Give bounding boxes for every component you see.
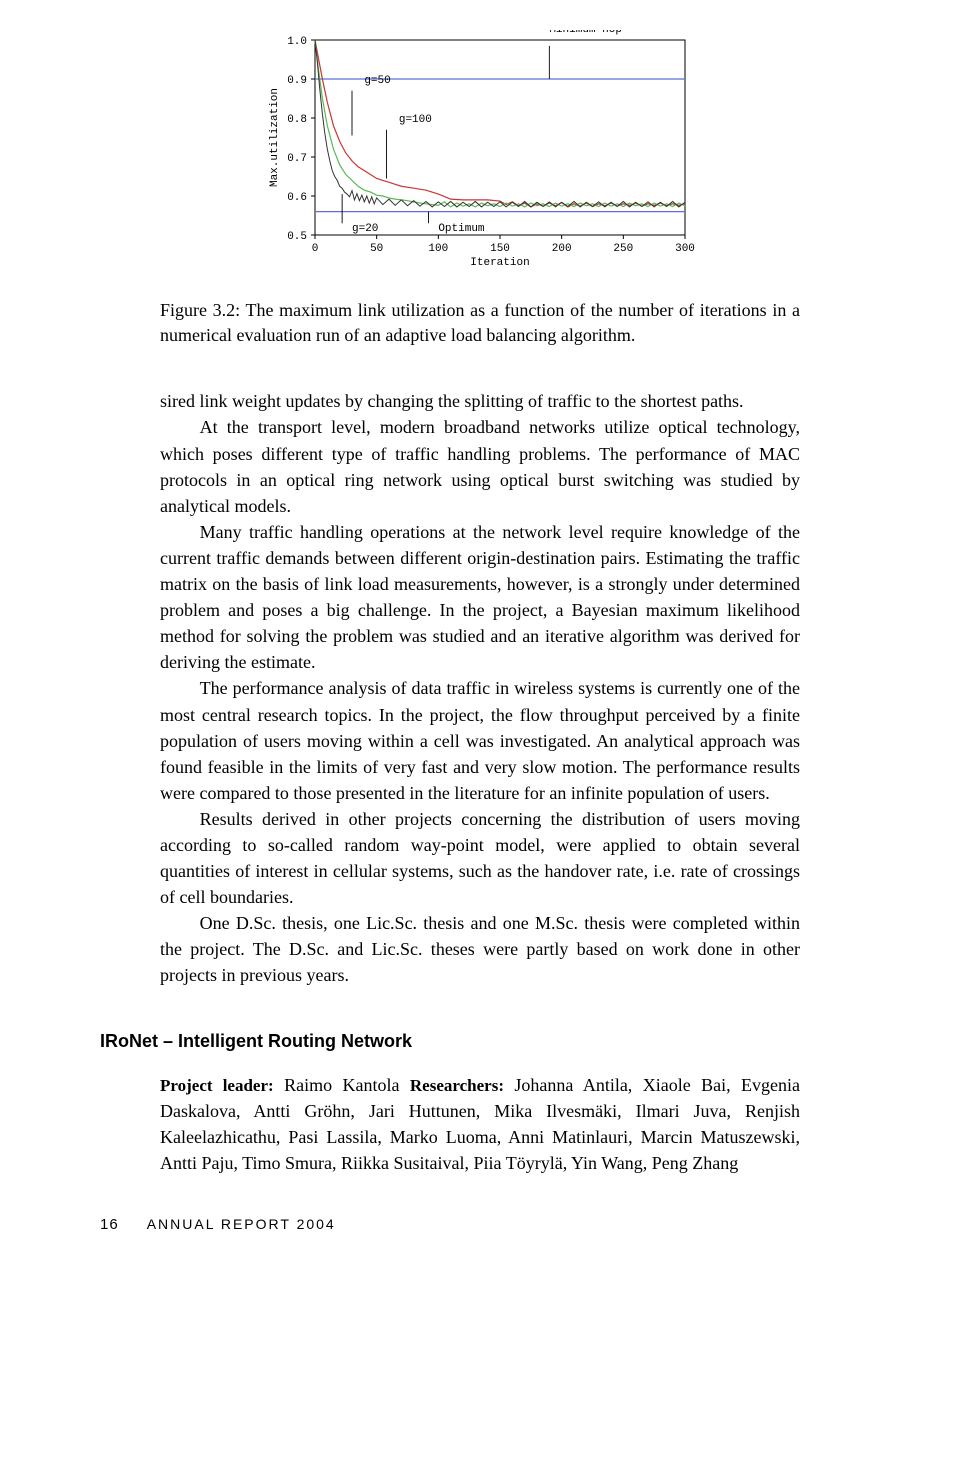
para-5: Results derived in other projects concer… bbox=[160, 806, 800, 910]
svg-text:250: 250 bbox=[613, 243, 633, 255]
para-6: One D.Sc. thesis, one Lic.Sc. thesis and… bbox=[160, 910, 800, 988]
figure-caption: Figure 3.2: The maximum link utilization… bbox=[160, 298, 800, 348]
svg-text:100: 100 bbox=[428, 243, 448, 255]
project-block: Project leader: Raimo Kantola Researcher… bbox=[160, 1072, 800, 1177]
svg-text:g=50: g=50 bbox=[364, 75, 390, 87]
svg-text:0.6: 0.6 bbox=[287, 192, 307, 204]
page-footer: 16 ANNUAL REPORT 2004 bbox=[100, 1216, 860, 1233]
chart-svg: 0.5 0.6 0.7 0.8 0.9 1.0 0 50 100 150 200 250 300 Iter… bbox=[260, 30, 700, 278]
para-2: At the transport level, modern broadband… bbox=[160, 414, 800, 518]
svg-text:Max.utilization: Max.utilization bbox=[269, 88, 281, 187]
researchers-label: Researchers: bbox=[410, 1076, 504, 1095]
svg-text:0.7: 0.7 bbox=[287, 153, 307, 165]
svg-text:0.9: 0.9 bbox=[287, 75, 307, 87]
para-1: sired link weight updates by changing th… bbox=[160, 388, 800, 414]
para-4: The performance analysis of data traffic… bbox=[160, 675, 800, 805]
svg-text:50: 50 bbox=[370, 243, 383, 255]
svg-text:0.8: 0.8 bbox=[287, 114, 307, 126]
svg-text:g=100: g=100 bbox=[399, 114, 432, 126]
svg-text:0.5: 0.5 bbox=[287, 231, 307, 243]
svg-text:1.0: 1.0 bbox=[287, 36, 307, 48]
project-leader: Raimo Kantola bbox=[274, 1075, 410, 1095]
section-heading: IRoNet – Intelligent Routing Network bbox=[100, 1031, 860, 1052]
svg-text:0: 0 bbox=[312, 243, 319, 255]
utilization-chart: 0.5 0.6 0.7 0.8 0.9 1.0 0 50 100 150 200 250 300 Iter… bbox=[260, 30, 700, 278]
svg-text:Minimum-hop: Minimum-hop bbox=[549, 30, 622, 36]
svg-text:Iteration: Iteration bbox=[470, 257, 529, 269]
project-leader-label: Project leader: bbox=[160, 1076, 274, 1095]
page-number: 16 bbox=[100, 1216, 119, 1233]
svg-text:g=20: g=20 bbox=[352, 223, 378, 235]
svg-text:Optimum: Optimum bbox=[438, 223, 485, 235]
svg-text:150: 150 bbox=[490, 243, 510, 255]
svg-text:200: 200 bbox=[552, 243, 572, 255]
para-3: Many traffic handling operations at the … bbox=[160, 519, 800, 676]
footer-text: ANNUAL REPORT 2004 bbox=[147, 1216, 336, 1232]
svg-text:300: 300 bbox=[675, 243, 695, 255]
